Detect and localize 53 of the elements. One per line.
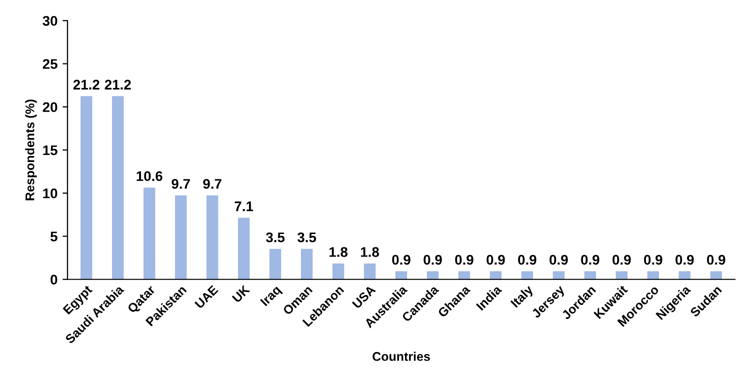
data-label: 0.9 <box>707 254 726 265</box>
bar <box>426 271 439 280</box>
bar <box>616 271 628 280</box>
x-tick-label: UK <box>232 284 250 303</box>
data-label: 0.9 <box>550 254 568 265</box>
bar <box>678 271 690 280</box>
bar <box>458 271 470 280</box>
data-label: 10.6 <box>136 171 162 182</box>
data-label: 0.9 <box>644 254 662 265</box>
bar <box>112 96 124 280</box>
data-label: 0.9 <box>486 254 505 265</box>
data-label: 0.9 <box>392 254 410 265</box>
bar <box>647 271 659 280</box>
data-label: 1.8 <box>360 247 379 257</box>
x-axis-title: Countries <box>372 352 430 361</box>
bar <box>238 218 250 280</box>
data-label: 3.5 <box>297 232 316 242</box>
y-tick-label: 15 <box>43 145 58 156</box>
bar <box>206 195 218 280</box>
data-label: 3.5 <box>266 232 285 242</box>
data-label: 0.9 <box>455 254 474 265</box>
bar <box>269 248 282 280</box>
data-label: 0.9 <box>581 254 600 265</box>
bar <box>80 96 92 280</box>
bar <box>364 264 376 280</box>
bar <box>521 271 534 280</box>
y-tick-label: 30 <box>42 16 58 26</box>
x-tick-label: Iraq <box>260 285 283 308</box>
y-axis-title: Respondents (%) <box>25 100 37 200</box>
data-label: 0.9 <box>424 254 442 265</box>
y-tick-label: 10 <box>43 188 58 198</box>
bar <box>144 188 156 280</box>
data-label: 21.2 <box>73 80 100 90</box>
data-label: 1.8 <box>330 247 348 257</box>
y-tick-label: 20 <box>42 102 58 112</box>
y-tick-label: 0 <box>50 274 58 285</box>
bar <box>710 271 722 280</box>
bar <box>584 271 596 280</box>
bar <box>490 271 502 280</box>
data-label: 9.7 <box>172 178 190 189</box>
y-tick-label: 5 <box>50 232 58 242</box>
data-label: 9.7 <box>203 178 222 189</box>
data-label: 0.9 <box>612 254 631 265</box>
data-label: 0.9 <box>676 254 694 265</box>
data-label: 7.1 <box>234 202 254 212</box>
data-label: 21.2 <box>104 80 131 90</box>
bar <box>395 271 408 280</box>
bar <box>300 248 313 280</box>
y-tick-label: 25 <box>42 59 58 69</box>
bar <box>552 271 565 280</box>
bar <box>174 195 187 280</box>
data-label: 0.9 <box>518 254 536 265</box>
bar <box>332 264 344 280</box>
